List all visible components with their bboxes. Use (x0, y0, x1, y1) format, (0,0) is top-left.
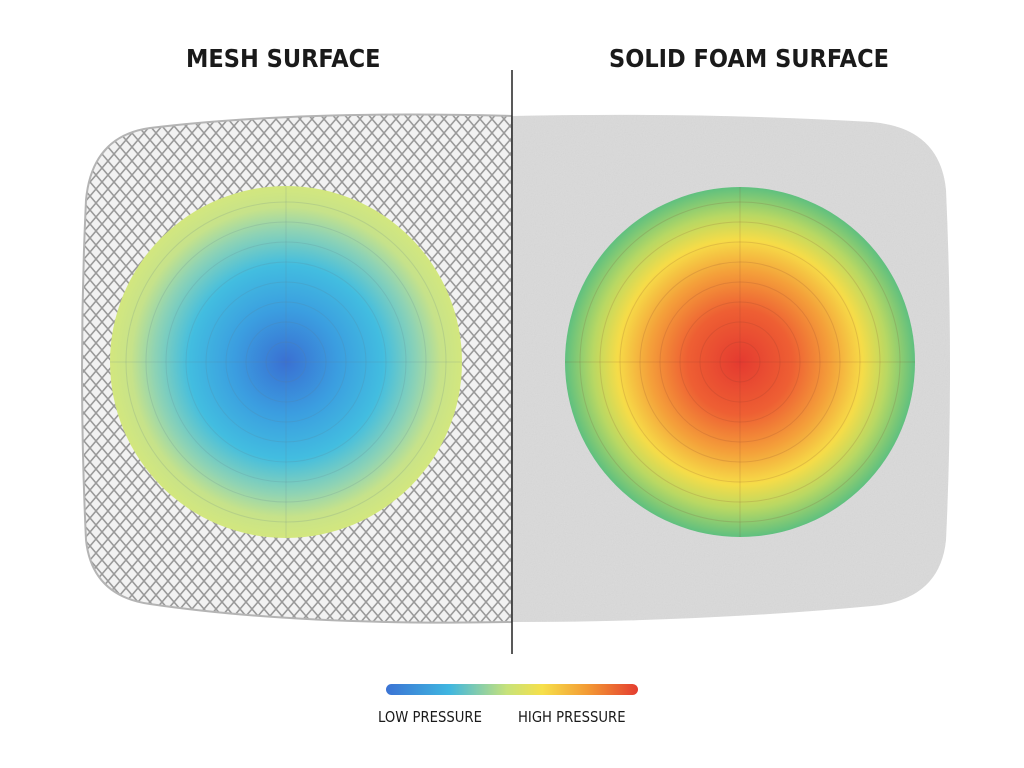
low-pressure-label: LOW PRESSURE (378, 708, 482, 726)
low-pressure-heatmap (110, 186, 462, 538)
high-pressure-label: HIGH PRESSURE (518, 708, 626, 726)
solid-foam-surface-title: SOLID FOAM SURFACE (609, 44, 889, 73)
mesh-surface-title: MESH SURFACE (186, 44, 381, 73)
high-pressure-heatmap (565, 187, 915, 537)
pressure-legend-bar (386, 684, 638, 695)
